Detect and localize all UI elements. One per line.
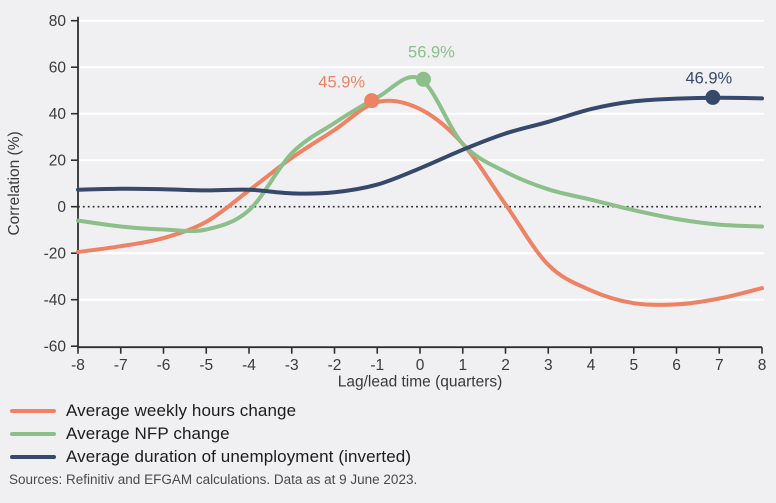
x-tick-label: -4 (242, 357, 256, 374)
x-tick-label: 0 (416, 357, 425, 374)
x-tick-label: -3 (285, 357, 299, 374)
y-tick-label: 40 (49, 106, 67, 123)
peak-label-0: 45.9% (318, 74, 365, 92)
x-tick-label: -1 (370, 357, 384, 374)
series-line-0 (76, 98, 764, 307)
legend-item-0: Average weekly hours change (10, 400, 411, 422)
source-note: Sources: Refinitiv and EFGAM calculation… (9, 472, 418, 487)
peak-label-2: 46.9% (685, 69, 732, 87)
x-tick-label: 1 (458, 357, 467, 374)
x-tick-label: 3 (544, 357, 553, 374)
legend-item-label: Average weekly hours change (66, 401, 297, 420)
peak-marker-0 (364, 93, 380, 109)
legend: Average weekly hours change Average NFP c… (10, 400, 411, 468)
legend-item-1: Average NFP change (10, 423, 411, 445)
x-tick-label: 2 (501, 357, 510, 374)
legend-swatch-line (10, 432, 56, 436)
y-tick-label: 20 (49, 153, 67, 170)
x-tick-label: -8 (71, 357, 85, 374)
x-tick-label: -7 (114, 357, 128, 374)
y-tick-label: -20 (44, 246, 67, 263)
y-tick-label: -40 (44, 292, 67, 309)
y-tick-label: 0 (57, 199, 66, 216)
y-tick-label: -60 (44, 339, 67, 356)
y-axis-title: Correlation (%) (6, 131, 23, 235)
x-axis-title: Lag/lead time (quarters) (338, 374, 503, 391)
legend-swatch-line (10, 455, 56, 459)
x-tick-label: 6 (672, 357, 681, 374)
peak-label-1: 56.9% (408, 43, 455, 61)
peak-marker-2 (705, 89, 721, 105)
legend-swatch-line (10, 409, 56, 413)
y-tick-label: 80 (49, 13, 67, 30)
series-line-2 (76, 95, 764, 196)
x-tick-label: 4 (587, 357, 596, 374)
peak-marker-1 (415, 71, 431, 87)
y-tick-label: 60 (49, 60, 67, 77)
x-tick-label: 7 (715, 357, 724, 374)
x-tick-label: 5 (629, 357, 638, 374)
legend-item-2: Average duration of unemployment (invert… (10, 446, 411, 468)
x-tick-label: 8 (758, 357, 767, 374)
legend-item-label: Average NFP change (66, 424, 230, 443)
x-tick-label: -5 (199, 357, 213, 374)
x-tick-label: -6 (157, 357, 171, 374)
x-tick-label: -2 (328, 357, 342, 374)
legend-item-label: Average duration of unemployment (invert… (66, 447, 412, 466)
